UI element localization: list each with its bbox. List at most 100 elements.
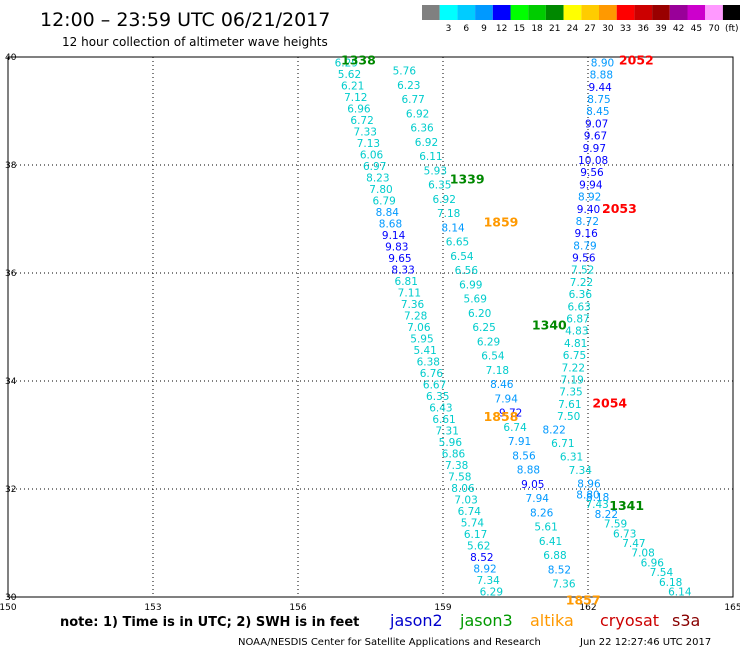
swh-value: 8.26	[530, 507, 554, 519]
y-tick-label: 30	[5, 593, 17, 603]
swh-value: 6.81	[395, 276, 418, 288]
colorbar-swatch	[422, 5, 440, 20]
swh-value: 6.75	[563, 350, 586, 362]
colorbar-swatch	[705, 5, 723, 20]
colorbar-swatch	[545, 5, 564, 20]
swh-value: 6.41	[539, 536, 562, 548]
swh-value: 6.06	[360, 149, 384, 161]
colorbar-label: 42	[673, 24, 684, 34]
swh-value: 6.36	[410, 123, 434, 135]
x-tick-label: 162	[579, 603, 596, 613]
colorbar-label: 27	[584, 24, 595, 34]
swh-value: 8.68	[379, 218, 402, 230]
swh-value: 6.88	[543, 550, 566, 562]
swh-value: 8.23	[366, 172, 389, 184]
swh-value: 6.97	[363, 161, 386, 173]
x-tick-label: 165	[724, 603, 740, 613]
swh-value: 7.91	[508, 436, 531, 448]
pass-label: 1341	[609, 498, 644, 513]
swh-value: 4.81	[564, 338, 587, 350]
y-tick-label: 36	[5, 269, 17, 279]
pass-label: 1339	[450, 172, 485, 187]
swh-value: 6.35	[428, 180, 451, 192]
swh-value: 7.38	[445, 460, 468, 472]
swh-value: 6.54	[450, 251, 474, 263]
swh-value: 9.05	[521, 479, 544, 491]
swh-value: 7.28	[404, 310, 427, 322]
swh-value: 7.22	[562, 362, 585, 374]
pass-label: 2052	[619, 53, 654, 68]
swh-value: 6.92	[415, 137, 438, 149]
swh-value: 8.75	[587, 94, 610, 106]
colorbar-swatch	[687, 5, 706, 20]
swh-value: 8.90	[591, 57, 614, 69]
colorbar-swatch	[722, 5, 740, 20]
footer-note: note: 1) Time is in UTC; 2) SWH is in fe…	[60, 615, 359, 630]
swh-value: 6.14	[668, 587, 692, 599]
swh-value: 8.96	[577, 479, 601, 491]
swh-value: 5.76	[393, 66, 417, 78]
swh-value: 9.44	[588, 82, 612, 94]
swh-value: 7.36	[552, 579, 576, 591]
swh-value: 6.29	[335, 57, 358, 69]
swh-value: 6.61	[432, 414, 455, 426]
satellite-legend-entry: jason3	[459, 611, 513, 630]
swh-value: 6.56	[455, 265, 479, 277]
swh-value: 8.52	[470, 552, 493, 564]
swh-value: 5.62	[338, 69, 361, 81]
pass-label: 1340	[532, 317, 567, 332]
wave-height-points: 6.295.626.217.126.966.727.337.136.066.97…	[335, 57, 692, 598]
x-tick-label: 159	[434, 603, 451, 613]
swh-value: 4.83	[565, 326, 588, 338]
swh-value: 8.33	[391, 264, 414, 276]
swh-value: 6.92	[406, 108, 429, 120]
colorbar-label: 6	[463, 24, 469, 34]
swh-value: 6.36	[569, 289, 593, 301]
pass-label: 1857	[566, 593, 601, 608]
swh-value: 9.65	[388, 253, 411, 265]
swh-value: 10.08	[578, 155, 608, 167]
colorbar-label: 39	[655, 24, 667, 34]
colorbar-swatch	[669, 5, 688, 20]
swh-value: 7.50	[557, 411, 580, 423]
swh-value: 6.38	[417, 357, 440, 369]
swh-value: 8.18	[586, 492, 609, 504]
swh-value: 5.69	[464, 294, 487, 306]
swh-value: 8.45	[586, 106, 609, 118]
swh-value: 7.59	[604, 519, 627, 531]
swh-value: 5.61	[534, 522, 557, 534]
swh-value: 6.86	[442, 449, 466, 461]
swh-value: 5.96	[439, 437, 463, 449]
colorbar-label: 3	[446, 24, 452, 34]
swh-value: 6.71	[551, 438, 574, 450]
swh-value: 6.74	[503, 422, 527, 434]
swh-value: 7.36	[401, 299, 425, 311]
y-tick-label: 34	[5, 377, 17, 387]
swh-value: 8.88	[590, 70, 613, 82]
colorbar-label: 21	[549, 24, 560, 34]
swh-value: 6.87	[566, 314, 589, 326]
swh-value: 6.92	[433, 194, 456, 206]
swh-value: 6.72	[350, 115, 373, 127]
swh-value: 7.18	[437, 208, 460, 220]
swh-value: 7.12	[344, 92, 367, 104]
colorbar-swatch	[510, 5, 529, 20]
colorbar-label: 12	[496, 24, 507, 34]
swh-color-legend: 3 6 9 12 15 18 21 24 27 30 33 36 39 42 45 70 (ft)	[422, 5, 740, 34]
swh-value: 7.58	[448, 472, 471, 484]
swh-value: 6.96	[641, 557, 665, 569]
swh-value: 9.14	[382, 230, 406, 242]
x-tick-label: 150	[0, 603, 17, 613]
swh-value: 5.95	[410, 334, 433, 346]
swh-value: 6.96	[347, 103, 371, 115]
satellite-legend-entry: altika	[530, 611, 574, 630]
colorbar-swatch	[439, 5, 458, 20]
swh-value: 9.72	[499, 408, 522, 420]
swh-value: 8.72	[576, 216, 599, 228]
colorbar-swatch	[492, 5, 511, 20]
pass-label: 1858	[484, 409, 519, 424]
colorbar-swatch	[475, 5, 493, 20]
swh-value: 9.94	[579, 179, 603, 191]
swh-value: 6.31	[560, 452, 583, 464]
